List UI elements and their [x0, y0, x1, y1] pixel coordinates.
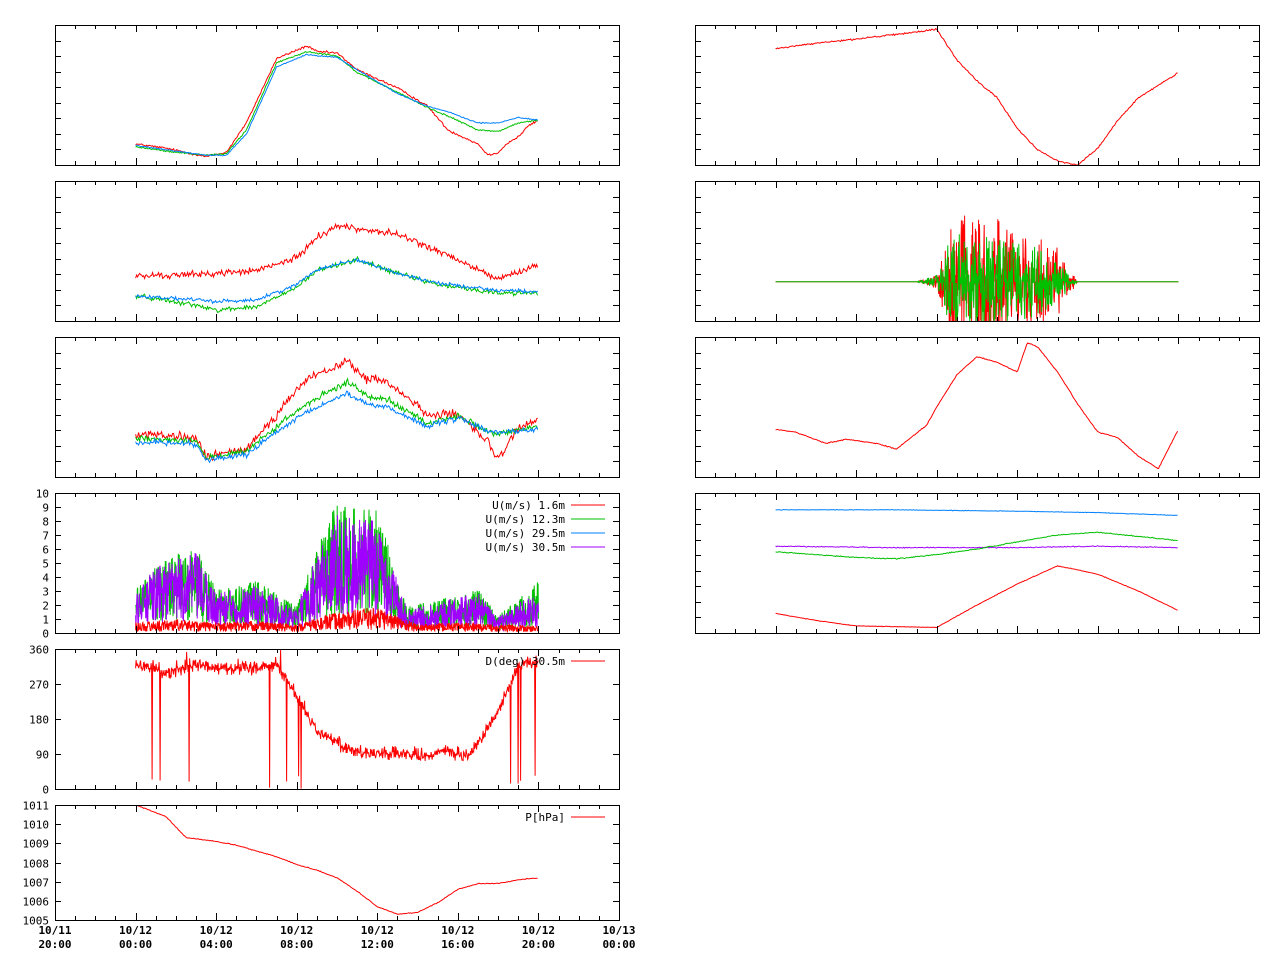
y-tick-label: 1008 [23, 858, 50, 871]
y-tick-label: 4 [42, 572, 49, 585]
x-tick-label-time: 16:00 [441, 938, 474, 951]
series-line-red [775, 27, 1178, 165]
y-tick-label: 180 [29, 714, 49, 727]
plot-area [135, 505, 539, 633]
chart-panel-right-1 [695, 25, 1260, 166]
plot-area [775, 508, 1178, 629]
series-line-blue [135, 53, 538, 157]
plot-area [135, 805, 538, 915]
series-line-red [775, 565, 1178, 629]
x-tick-label-time: 04:00 [200, 938, 233, 951]
plot-frame [55, 181, 620, 322]
x-tick-label-date: 10/12 [522, 924, 555, 937]
series-line-blue [135, 390, 539, 464]
chart-panel-left-3 [55, 337, 620, 478]
legend-label: U(m/s) 1.6m [492, 499, 565, 512]
y-tick-label: 8 [42, 516, 49, 529]
series-line-blue [775, 508, 1178, 517]
y-tick-label: 2 [42, 600, 49, 613]
plot-frame [695, 493, 1260, 634]
plot-area [135, 649, 539, 789]
series-line-purple [775, 545, 1178, 549]
y-tick-label: 1007 [23, 877, 50, 890]
plot-area [775, 215, 1179, 321]
x-tick-label-date: 10/12 [119, 924, 152, 937]
x-tick-label-date: 10/13 [602, 924, 635, 937]
y-tick-label: 5 [42, 558, 49, 571]
y-tick-label: 1011 [23, 800, 50, 813]
plot-area [775, 342, 1179, 469]
chart-panel-left-6: 1005 1006 1007 1008 1009 1010 1011 P[hPa] [23, 800, 620, 928]
y-tick-label: 90 [36, 749, 49, 762]
plot-frame [695, 337, 1260, 478]
chart-panel-left-2 [55, 181, 620, 322]
chart-panel-right-4 [695, 493, 1260, 634]
chart-panel-left-1 [55, 25, 620, 166]
series-line-red [135, 649, 539, 789]
y-tick-label: 1005 [23, 915, 50, 928]
series-line-red [135, 222, 539, 281]
y-tick-label: 7 [42, 530, 49, 543]
plot-area [775, 27, 1178, 165]
series-line-red [135, 607, 539, 633]
y-tick-label: 1009 [23, 838, 50, 851]
legend-label: U(m/s) 30.5m [486, 541, 566, 554]
x-tick-label-time: 20:00 [38, 938, 71, 951]
y-tick-label: 10 [36, 488, 49, 501]
series-line-green [775, 531, 1178, 560]
series-line-purple [135, 515, 539, 632]
plot-frame [695, 25, 1260, 166]
x-tick-label-time: 12:00 [361, 938, 394, 951]
series-line-red [775, 342, 1179, 469]
x-tick-label-time: 00:00 [119, 938, 152, 951]
y-tick-label: 1010 [23, 819, 50, 832]
y-tick-label: 1 [42, 614, 49, 627]
y-tick-label: 3 [42, 586, 49, 599]
legend-label: P[hPa] [525, 811, 565, 824]
series-line-red [135, 357, 538, 462]
plot-area [135, 222, 539, 314]
legend-label: D(deg) 30.5m [486, 655, 566, 668]
y-tick-label: 9 [42, 502, 49, 515]
y-tick-label: 360 [29, 644, 49, 657]
y-tick-label: 0 [42, 628, 49, 641]
series-line-green [135, 51, 538, 157]
plot-area [135, 45, 538, 158]
chart-panel-right-3 [695, 337, 1260, 478]
series-line-red [135, 45, 538, 158]
legend-label: U(m/s) 12.3m [486, 513, 566, 526]
x-tick-label-date: 10/12 [280, 924, 313, 937]
y-tick-label: 1006 [23, 896, 50, 909]
y-tick-label: 270 [29, 679, 49, 692]
x-tick-label-time: 00:00 [602, 938, 635, 951]
plot-area [135, 357, 539, 464]
x-tick-label-time: 08:00 [280, 938, 313, 951]
x-tick-label-date: 10/11 [38, 924, 71, 937]
x-tick-label-date: 10/12 [441, 924, 474, 937]
chart-panel-right-2 [695, 181, 1260, 322]
series-line-green [135, 255, 539, 314]
series-line-green [135, 377, 539, 460]
x-tick-label-date: 10/12 [200, 924, 233, 937]
series-line-green [775, 234, 1179, 321]
series-line-blue [135, 257, 538, 305]
y-tick-label: 0 [42, 784, 49, 797]
chart-panel-left-5: 0 90 180 270 360 D(deg) 30.5m [29, 644, 620, 797]
x-tick-label-time: 20:00 [522, 938, 555, 951]
series-line-red [135, 805, 538, 915]
y-tick-label: 6 [42, 544, 49, 557]
x-tick-label-date: 10/12 [361, 924, 394, 937]
plot-frame [55, 337, 620, 478]
legend-label: U(m/s) 29.5m [486, 527, 566, 540]
